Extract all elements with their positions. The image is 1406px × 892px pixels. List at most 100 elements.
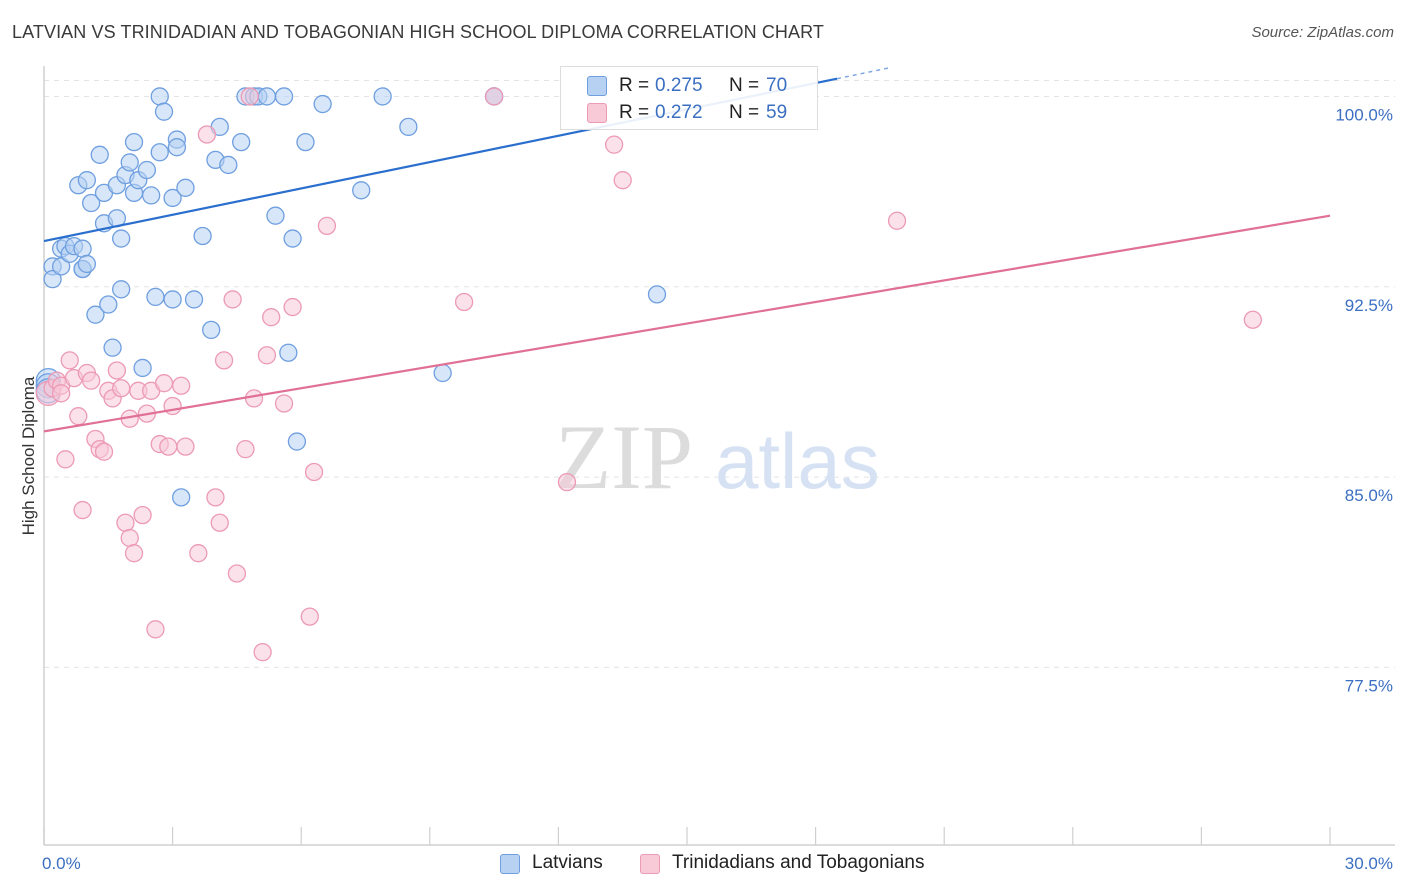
trinidadian-point [73,500,92,520]
trinidadian-point [227,564,247,583]
trinidadian-point [244,389,264,408]
r-value: 0.272 [655,102,703,123]
points-layer [35,87,1262,662]
trinidadian-point [82,371,101,390]
trinidadian-point [112,379,131,398]
r-label: R = [619,102,650,123]
latvian-point [99,295,118,314]
y-tick-label: 85.0% [1345,486,1393,505]
latvian-point [163,188,182,208]
latvian-point [313,94,332,114]
trinidadian-point [223,290,242,309]
stats-row-latvians: R = 0.275 N = 70 [561,73,817,99]
latvian-point [219,155,238,175]
latvian-point [163,290,182,309]
y-tick-label: 77.5% [1345,676,1393,695]
latvian-point [154,102,174,121]
y-axis-label: High School Diploma [19,376,38,535]
n-value: 70 [766,75,788,96]
trinidadian-point [172,376,191,395]
trinidadians-trend-line [43,214,1331,433]
chart-title: LATVIAN VS TRINIDADIAN AND TOBAGONIAN HI… [12,22,824,42]
trinidadian-point [176,437,195,456]
trinidadian-point [189,544,208,563]
latvian-point [232,132,251,152]
latvians-swatch [587,76,607,96]
trinidadian-point [206,488,225,507]
latvian-point [146,287,165,307]
latvian-point [90,145,109,164]
trinidadian-point [154,374,174,393]
trinidadian-point [51,384,71,403]
trinidadian-point [262,308,281,327]
latvians-trend-extension [836,67,889,80]
trinidadian-point [197,125,217,144]
r-value: 0.275 [655,75,703,96]
latvian-point [373,87,392,106]
x-tick-label-max: 30.0% [1345,854,1393,873]
latvian-point [274,87,294,106]
watermark-zip: ZIP [555,406,693,508]
latvian-point [150,143,169,162]
trinidadian-point [317,216,337,236]
trinidadian-point [557,472,577,492]
watermark: ZIP atlas [555,406,880,508]
legend-latvians: Latvians [532,852,603,873]
trinidadian-point [214,351,234,370]
trinidadian-point [253,643,272,662]
trinidadian-point [274,394,294,413]
trinidadian-point [887,211,907,230]
r-label: R = [619,75,650,96]
latvian-point [73,239,92,258]
latvian-point [51,257,71,276]
trinidadian-point [240,87,259,106]
stats-legend: R = 0.275 N = 70 R = 0.272 N = 59 [560,66,818,130]
trinidadian-point [56,450,75,469]
latvian-point [103,338,122,357]
n-label: N = [729,102,760,123]
trinidadian-point [236,440,255,459]
trinidadian-point [60,351,79,370]
watermark-atlas: atlas [715,417,880,505]
trinidadian-point [133,505,152,525]
latvian-point [43,269,62,289]
trinidadians-swatch [587,103,607,123]
trinidadian-point [613,171,632,190]
trinidadian-point [257,346,277,365]
trinidadian-point [300,607,319,626]
trinidadian-point [484,87,504,106]
y-tick-label: 100.0% [1335,105,1393,124]
trinidadian-point [210,513,229,532]
latvian-point [142,186,161,205]
x-tick-label-min: 0.0% [42,854,81,873]
latvian-point [120,153,139,172]
latvian-point [112,280,131,299]
latvian-point [352,181,371,200]
latvian-point [150,87,169,106]
trinidadian-point [163,396,182,416]
trinidadian-point [120,528,139,548]
latvian-point [137,160,157,180]
series-legend: Latvians Trinidadians and Tobagonians [0,850,1406,878]
latvian-point [82,193,101,213]
trinidadian-point [116,513,135,532]
latvian-point [266,206,285,225]
source-credit: Source: ZipAtlas.com [1251,24,1394,41]
latvian-point [124,132,144,152]
latvian-point [167,138,187,157]
trinidadians-legend-swatch [640,854,660,874]
latvian-point [399,117,418,137]
trinidadian-point [146,620,165,639]
trinidadian-point [454,292,474,312]
y-tick-label: 92.5% [1345,296,1393,315]
latvian-point [193,226,212,246]
trinidadian-point [159,437,178,456]
latvian-point [176,178,195,197]
trinidadian-point [69,407,88,426]
latvian-point [287,432,307,451]
legend-trinidadians: Trinidadians and Tobagonians [672,852,925,873]
grid-layer [44,79,1395,668]
latvians-legend-swatch [500,854,520,874]
latvian-point [172,488,191,507]
